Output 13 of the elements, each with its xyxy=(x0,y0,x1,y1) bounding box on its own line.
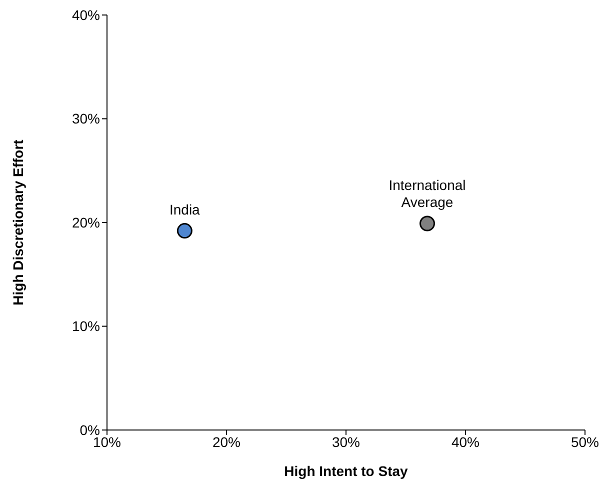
series-label: International Average xyxy=(388,177,466,210)
x-tick-label: 20% xyxy=(212,434,241,450)
y-tick-label: 0% xyxy=(80,422,100,438)
x-tick-label: 50% xyxy=(570,434,600,450)
x-tick-label: 30% xyxy=(332,434,360,450)
y-tick-label: 10% xyxy=(72,318,100,334)
x-axis-title: High Intent to Stay xyxy=(284,463,408,479)
x-tick-label: 40% xyxy=(451,434,480,450)
y-tick-label: 40% xyxy=(72,6,100,23)
y-tick-label: 30% xyxy=(72,110,100,127)
y-axis-title: High Discretionary Effort xyxy=(10,139,26,306)
y-tick-label: 20% xyxy=(72,214,100,230)
series-label: India xyxy=(169,201,200,218)
